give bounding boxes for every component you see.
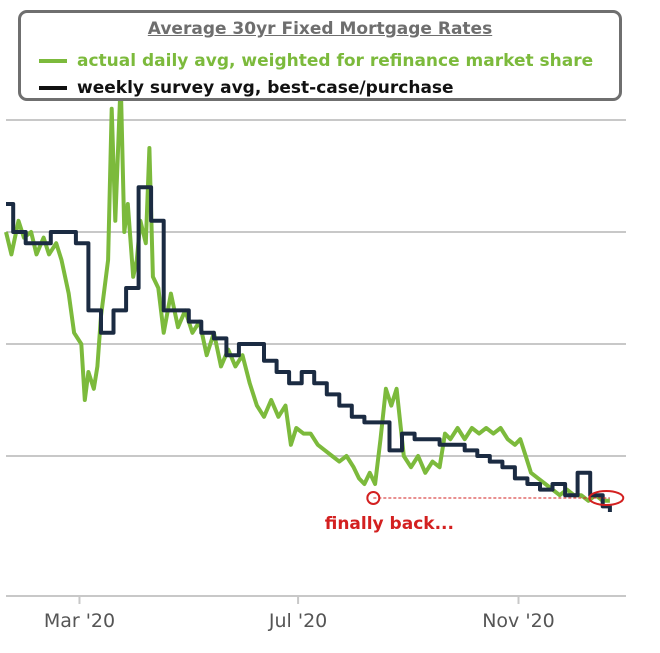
gridlines — [6, 119, 626, 457]
x-axis: Mar '20 Jul '20 Nov '20 — [6, 595, 626, 632]
annotation-label: finally back... — [325, 514, 454, 534]
x-tick-label-2: Nov '20 — [482, 610, 555, 632]
legend: Average 30yr Fixed Mortgage Rates actual… — [18, 10, 622, 101]
legend-label-weekly: weekly survey avg, best-case/purchase — [77, 78, 454, 98]
x-tick-label-1: Jul '20 — [268, 610, 327, 632]
annotation-circle-end — [588, 490, 625, 506]
x-tick-label-0: Mar '20 — [44, 610, 115, 632]
series-weekly-line — [6, 185, 612, 512]
legend-item-weekly: weekly survey avg, best-case/purchase — [39, 76, 454, 100]
annotation-group: finally back... — [325, 490, 625, 534]
series-daily-line — [4, 78, 610, 503]
series-lines — [4, 78, 612, 512]
legend-swatch-daily — [39, 59, 67, 63]
legend-item-daily: actual daily avg, weighted for refinance… — [39, 49, 593, 73]
chart-title: Average 30yr Fixed Mortgage Rates — [147, 19, 493, 39]
annotation-circle-start — [366, 491, 381, 505]
legend-swatch-weekly — [39, 86, 67, 90]
legend-label-daily: actual daily avg, weighted for refinance… — [77, 51, 594, 71]
